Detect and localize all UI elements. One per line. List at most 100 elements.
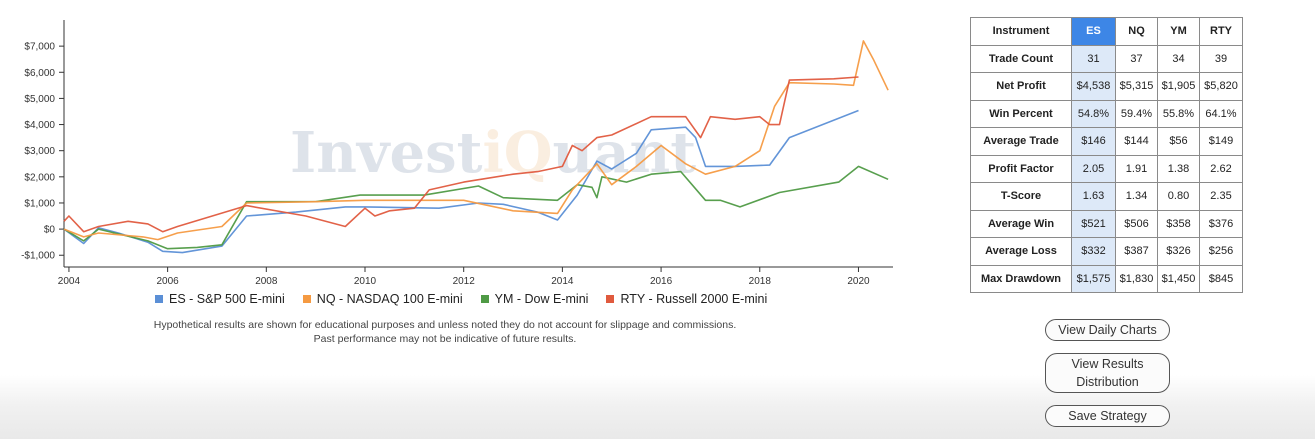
header-instrument: Instrument <box>970 17 1072 46</box>
legend-swatch-rty <box>606 295 615 303</box>
y-tick-label: $6,000 <box>24 68 55 79</box>
cell-rty: $5,820 <box>1199 72 1243 101</box>
header-es[interactable]: ES <box>1071 17 1116 46</box>
stats-row-t-score: T-Score 1.63 1.34 0.80 2.35 <box>970 182 1243 211</box>
legend-swatch-nq <box>302 295 311 303</box>
y-tick-label: $5,000 <box>24 94 55 105</box>
chart-legend: ES - S&P 500 E-mini NQ - NASDAQ 100 E-mi… <box>155 292 767 306</box>
cell-rty: $149 <box>1199 127 1243 156</box>
cell-ym: $1,450 <box>1157 264 1200 293</box>
x-tick-label: 2016 <box>650 276 673 287</box>
stats-row-average-loss: Average Loss $332 $387 $326 $256 <box>970 237 1243 266</box>
stats-row-max-drawdown: Max Drawdown $1,575 $1,830 $1,450 $845 <box>970 264 1243 293</box>
legend-swatch-ym <box>480 295 489 303</box>
legend-label-ym: YM - Dow E-mini <box>494 292 589 306</box>
cell-es: $521 <box>1071 209 1116 238</box>
stats-row-trade-count: Trade Count 31 37 34 39 <box>970 44 1243 73</box>
row-label: Trade Count <box>970 44 1072 73</box>
header-rty[interactable]: RTY <box>1199 17 1243 46</box>
x-tick-label: 2014 <box>551 276 574 287</box>
cell-ym: $326 <box>1157 237 1200 266</box>
stats-header-row: Instrument ES NQ YM RTY <box>970 17 1243 46</box>
legend-label-nq: NQ - NASDAQ 100 E-mini <box>316 292 463 306</box>
cell-ym: $1,905 <box>1157 72 1200 101</box>
row-label: Win Percent <box>970 99 1072 128</box>
x-tick-label: 2018 <box>749 276 772 287</box>
row-label: Average Win <box>970 209 1072 238</box>
cell-nq: $506 <box>1115 209 1158 238</box>
cell-ym: $56 <box>1157 127 1200 156</box>
view-results-distribution-button[interactable]: View Results Distribution <box>1045 353 1170 393</box>
cell-es: $332 <box>1071 237 1116 266</box>
x-tick-label: 2008 <box>255 276 278 287</box>
cell-ym: $358 <box>1157 209 1200 238</box>
series-line-rty <box>63 76 859 233</box>
cell-rty: 2.35 <box>1199 182 1243 211</box>
x-tick-label: 2010 <box>354 276 377 287</box>
row-label: Profit Factor <box>970 154 1072 183</box>
chart-axes: -$1,000 $0 $1,000 $2,000 $3,000 $4,000 $5,000 $… <box>21 20 893 287</box>
cell-nq: $144 <box>1115 127 1158 156</box>
series-line-es <box>63 109 859 254</box>
cell-es: $1,575 <box>1071 264 1116 293</box>
save-strategy-button[interactable]: Save Strategy <box>1045 405 1170 427</box>
cell-rty: 64.1% <box>1199 99 1243 128</box>
row-label: Net Profit <box>970 72 1072 101</box>
legend-item-es[interactable]: ES - S&P 500 E-mini <box>155 292 285 306</box>
cell-es: 31 <box>1071 44 1116 73</box>
y-tick-label: $1,000 <box>24 198 55 209</box>
cell-rty: $256 <box>1199 237 1243 266</box>
y-tick-label: $3,000 <box>24 146 55 157</box>
y-tick-label: $7,000 <box>24 42 55 53</box>
cell-ym: 55.8% <box>1157 99 1200 128</box>
x-tick-label: 2004 <box>58 276 81 287</box>
legend-item-rty[interactable]: RTY - Russell 2000 E-mini <box>606 292 767 306</box>
y-tick-label: $4,000 <box>24 120 55 131</box>
legend-item-nq[interactable]: NQ - NASDAQ 100 E-mini <box>302 292 463 306</box>
series-layer <box>63 40 889 254</box>
x-tick-label: 2012 <box>453 276 476 287</box>
watermark-text-main: Invest <box>290 120 483 186</box>
cell-rty: 2.62 <box>1199 154 1243 183</box>
cell-rty: 39 <box>1199 44 1243 73</box>
row-label: Max Drawdown <box>970 264 1072 293</box>
cell-ym: 1.38 <box>1157 154 1200 183</box>
cell-nq: 1.34 <box>1115 182 1158 211</box>
y-tick-label: $0 <box>44 225 56 236</box>
cell-rty: $845 <box>1199 264 1243 293</box>
cell-ym: 34 <box>1157 44 1200 73</box>
row-label: T-Score <box>970 182 1072 211</box>
disclaimer: Hypothetical results are shown for educa… <box>60 318 830 346</box>
cell-es: 54.8% <box>1071 99 1116 128</box>
legend-label-es: ES - S&P 500 E-mini <box>169 292 285 306</box>
legend-label-rty: RTY - Russell 2000 E-mini <box>620 292 768 306</box>
cell-nq: 59.4% <box>1115 99 1158 128</box>
cell-es: 1.63 <box>1071 182 1116 211</box>
legend-swatch-es <box>155 295 163 303</box>
cell-nq: 1.91 <box>1115 154 1158 183</box>
y-tick-label: $2,000 <box>24 172 55 183</box>
stats-row-average-win: Average Win $521 $506 $358 $376 <box>970 209 1243 238</box>
x-tick-label: 2006 <box>157 276 180 287</box>
stats-row-average-trade: Average Trade $146 $144 $56 $149 <box>970 127 1243 156</box>
disclaimer-line-2: Past performance may not be indicative o… <box>313 333 577 345</box>
header-ym[interactable]: YM <box>1157 17 1200 46</box>
stats-row-net-profit: Net Profit $4,538 $5,315 $1,905 $5,820 <box>970 72 1243 101</box>
view-daily-charts-button[interactable]: View Daily Charts <box>1045 319 1170 341</box>
equity-chart-svg: InvestiQuant -$1,000 $0 $1,000 $2,000 $3,000… <box>21 20 893 287</box>
stats-table: Instrument ES NQ YM RTY Trade Count 31 3… <box>970 17 1243 293</box>
watermark-text-q: iQ <box>482 120 552 186</box>
legend-item-ym[interactable]: YM - Dow E-mini <box>480 292 589 306</box>
series-line-ym <box>63 165 889 250</box>
cell-es: $4,538 <box>1071 72 1116 101</box>
cell-nq: $387 <box>1115 237 1158 266</box>
header-nq[interactable]: NQ <box>1115 17 1158 46</box>
disclaimer-line-1: Hypothetical results are shown for educa… <box>153 319 737 331</box>
cell-es: $146 <box>1071 127 1116 156</box>
cell-nq: $5,315 <box>1115 72 1158 101</box>
equity-chart: InvestiQuant -$1,000 $0 $1,000 $2,000 $3,000… <box>0 0 900 300</box>
cell-nq: $1,830 <box>1115 264 1158 293</box>
y-tick-label: -$1,000 <box>21 251 55 262</box>
cell-rty: $376 <box>1199 209 1243 238</box>
cell-ym: 0.80 <box>1157 182 1200 211</box>
